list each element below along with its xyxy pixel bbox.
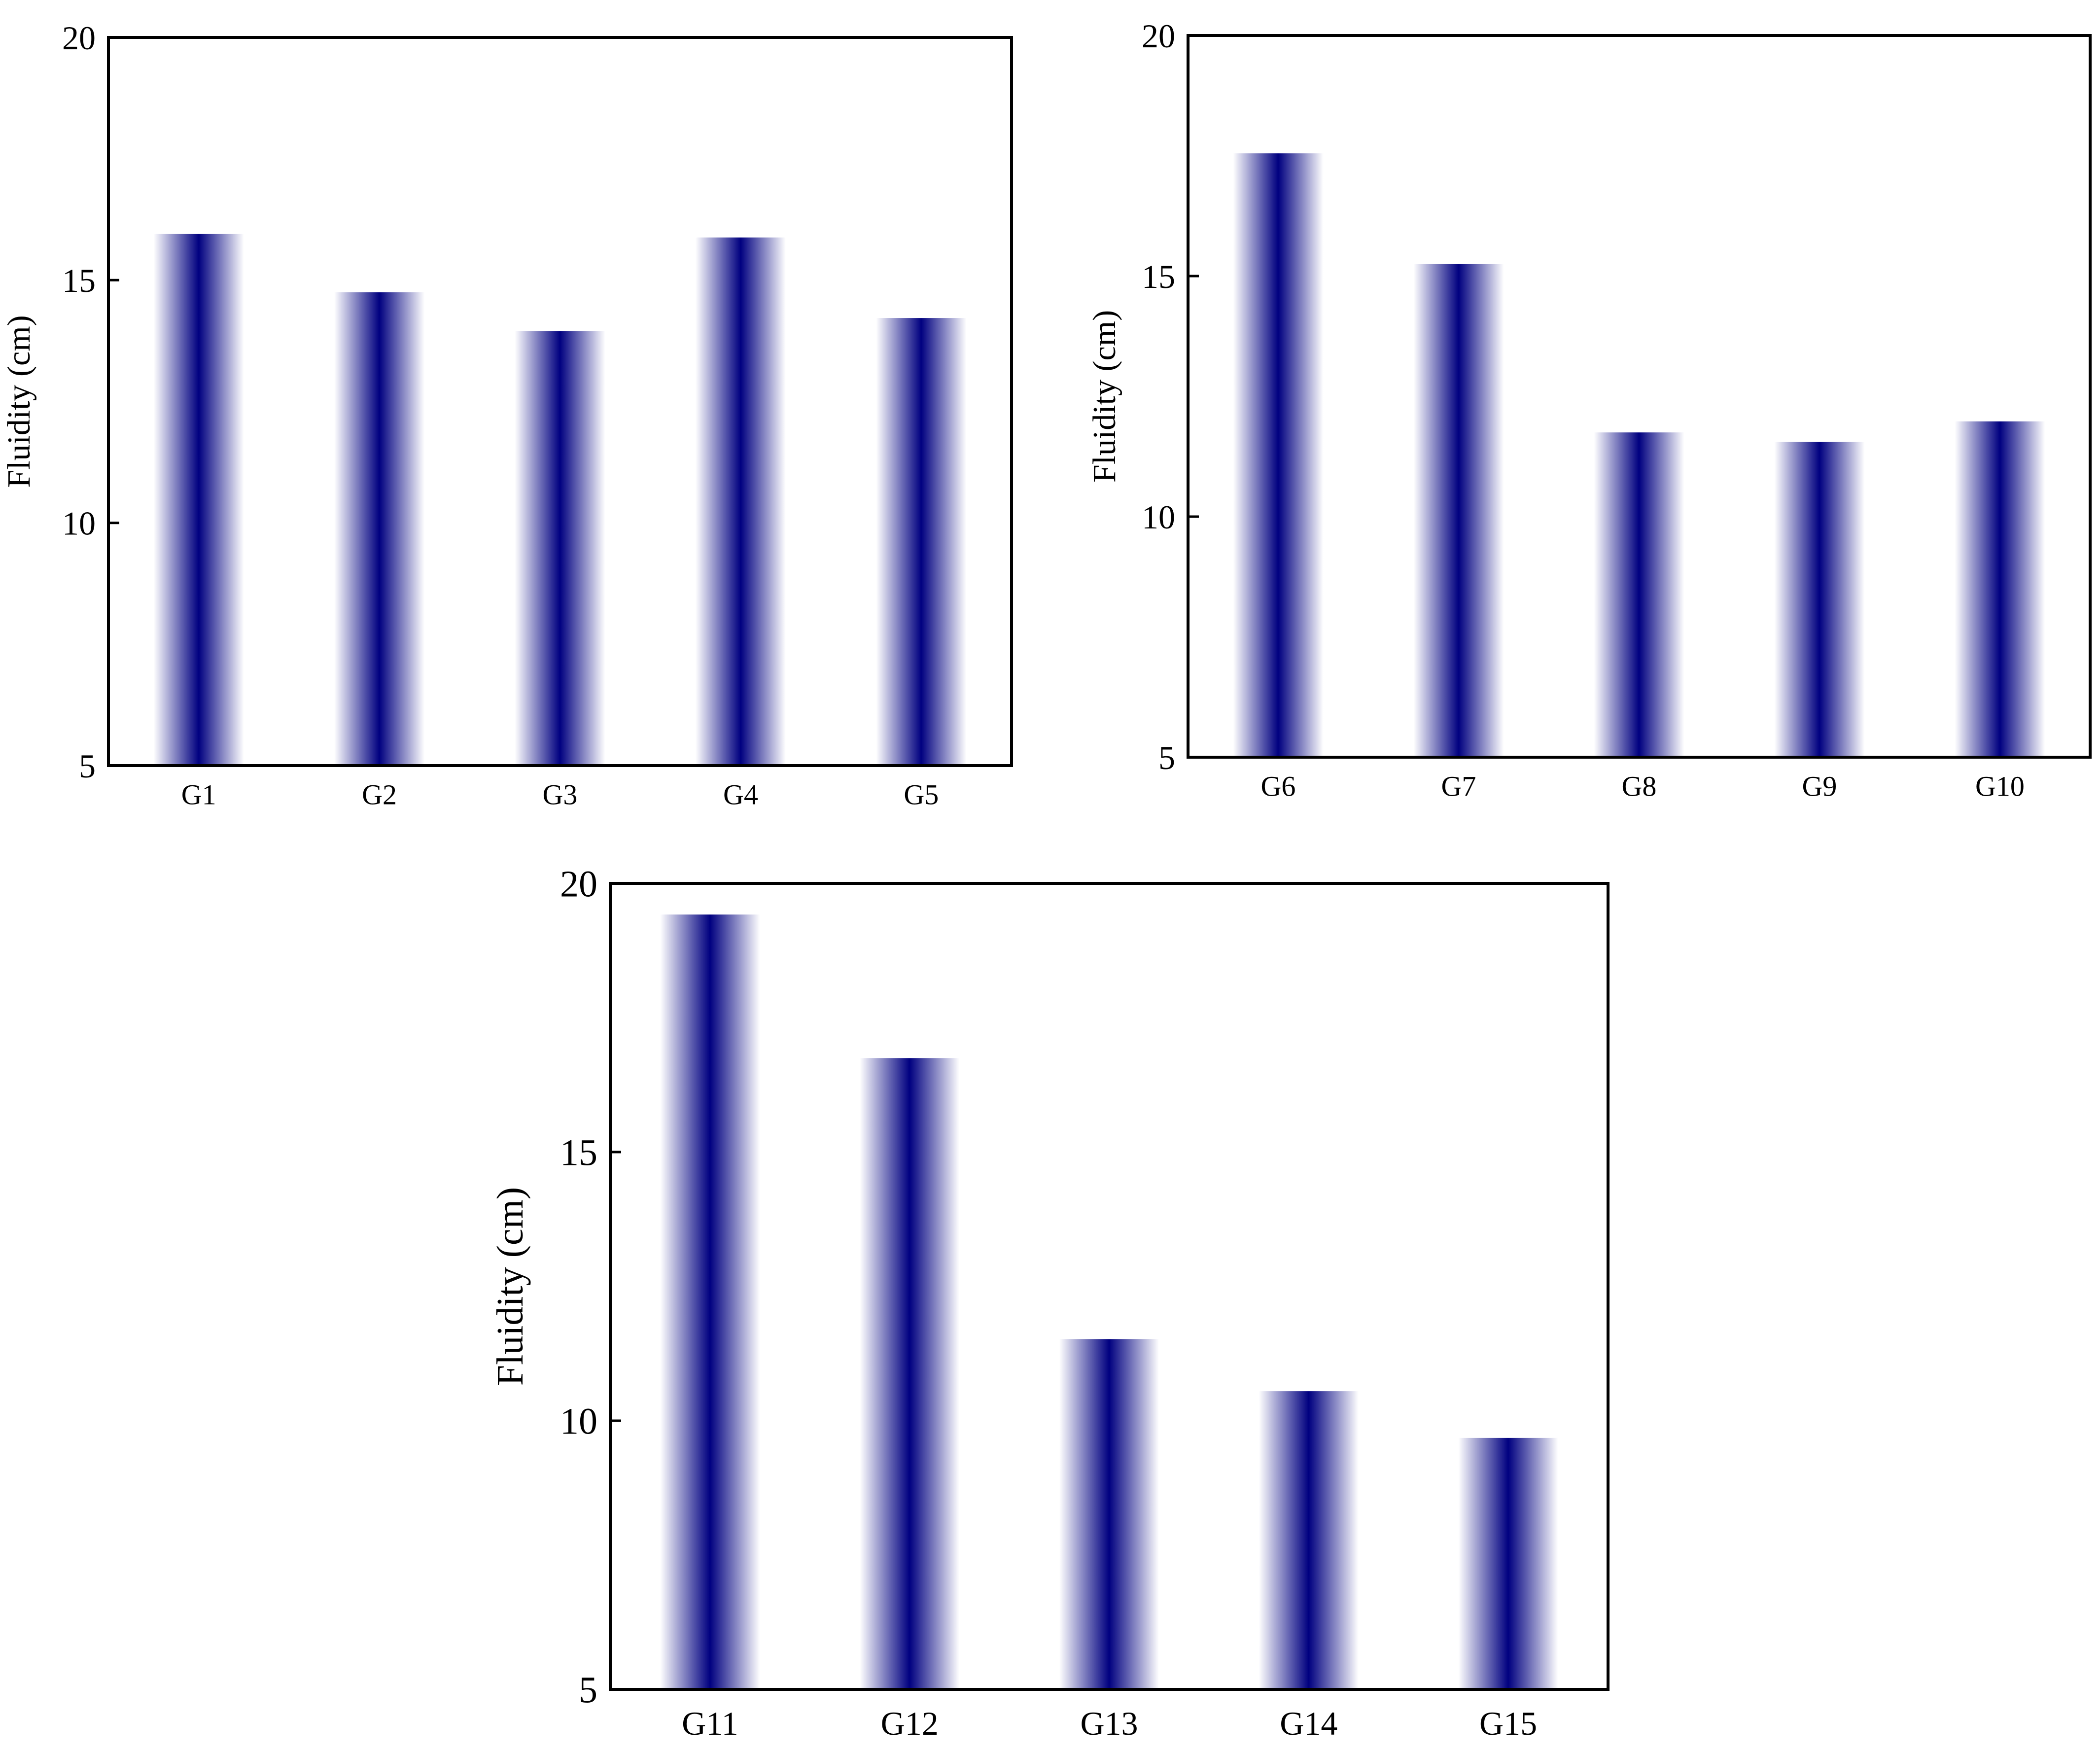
y-tick-label: 20 — [1142, 17, 1175, 55]
bar-g2 — [334, 292, 425, 766]
chart-panel-3: G11 G12 G13 G14 G15 5 10 15 20 Fluidity (cm) — [490, 864, 1610, 1742]
chart-panel-1: G1 G2 G3 G4 G5 5 10 15 20 Fluidity (cm) — [1, 19, 1013, 810]
y-tick-label: 5 — [579, 1670, 597, 1711]
y-tick-label: 15 — [62, 262, 96, 299]
chart-panel-2: G6 G7 G8 G9 G10 5 10 15 20 Fluidity (cm) — [1086, 17, 2092, 802]
bar-g11 — [660, 914, 760, 1689]
bar-g6 — [1233, 153, 1324, 758]
bar-g3 — [515, 331, 605, 766]
y-tick-label: 5 — [1158, 739, 1175, 776]
bar-g1 — [153, 234, 244, 766]
x-tick-label: G8 — [1622, 770, 1657, 802]
y-axis-label: Fluidity (cm) — [1, 315, 37, 488]
y-tick-label: 10 — [1142, 498, 1175, 536]
y-tick-label: 15 — [560, 1132, 597, 1174]
y-tick-label: 10 — [62, 505, 96, 542]
bar-g5 — [876, 318, 967, 766]
plot-frame — [609, 882, 1610, 1691]
bar-g7 — [1413, 264, 1504, 757]
bar-g15 — [1458, 1437, 1558, 1689]
bar-g10 — [1955, 421, 2045, 757]
bar-g4 — [695, 237, 786, 766]
y-tick-label: 15 — [1142, 258, 1175, 295]
bar-g9 — [1774, 442, 1865, 757]
x-tick-label: G7 — [1441, 770, 1476, 802]
x-tick-label: G4 — [723, 778, 758, 810]
bar-g13 — [1059, 1339, 1159, 1689]
x-tick-label: G5 — [904, 778, 939, 810]
x-tick-label: G15 — [1479, 1705, 1537, 1742]
bar-g14 — [1259, 1391, 1359, 1689]
x-tick-label: G6 — [1261, 770, 1296, 802]
x-tick-label: G12 — [881, 1705, 939, 1742]
plot-frame — [1187, 34, 2092, 759]
y-tick-label: 20 — [560, 864, 597, 905]
x-tick-label: G1 — [181, 778, 216, 810]
x-tick-label: G3 — [543, 778, 578, 810]
x-tick-label: G14 — [1280, 1705, 1337, 1742]
bar-g8 — [1594, 432, 1684, 757]
x-tick-label: G11 — [682, 1705, 738, 1742]
x-tick-label: G2 — [362, 778, 397, 810]
x-tick-label: G13 — [1080, 1705, 1138, 1742]
bar-g12 — [860, 1058, 960, 1690]
y-tick-label: 5 — [79, 747, 96, 785]
y-tick-label: 20 — [62, 19, 96, 57]
x-tick-label: G9 — [1802, 770, 1837, 802]
y-axis-label: Fluidity (cm) — [490, 1187, 531, 1386]
y-axis-label: Fluidity (cm) — [1086, 310, 1122, 483]
plot-frame — [107, 36, 1013, 767]
y-tick-label: 10 — [560, 1401, 597, 1442]
x-tick-label: G10 — [1975, 770, 2025, 802]
